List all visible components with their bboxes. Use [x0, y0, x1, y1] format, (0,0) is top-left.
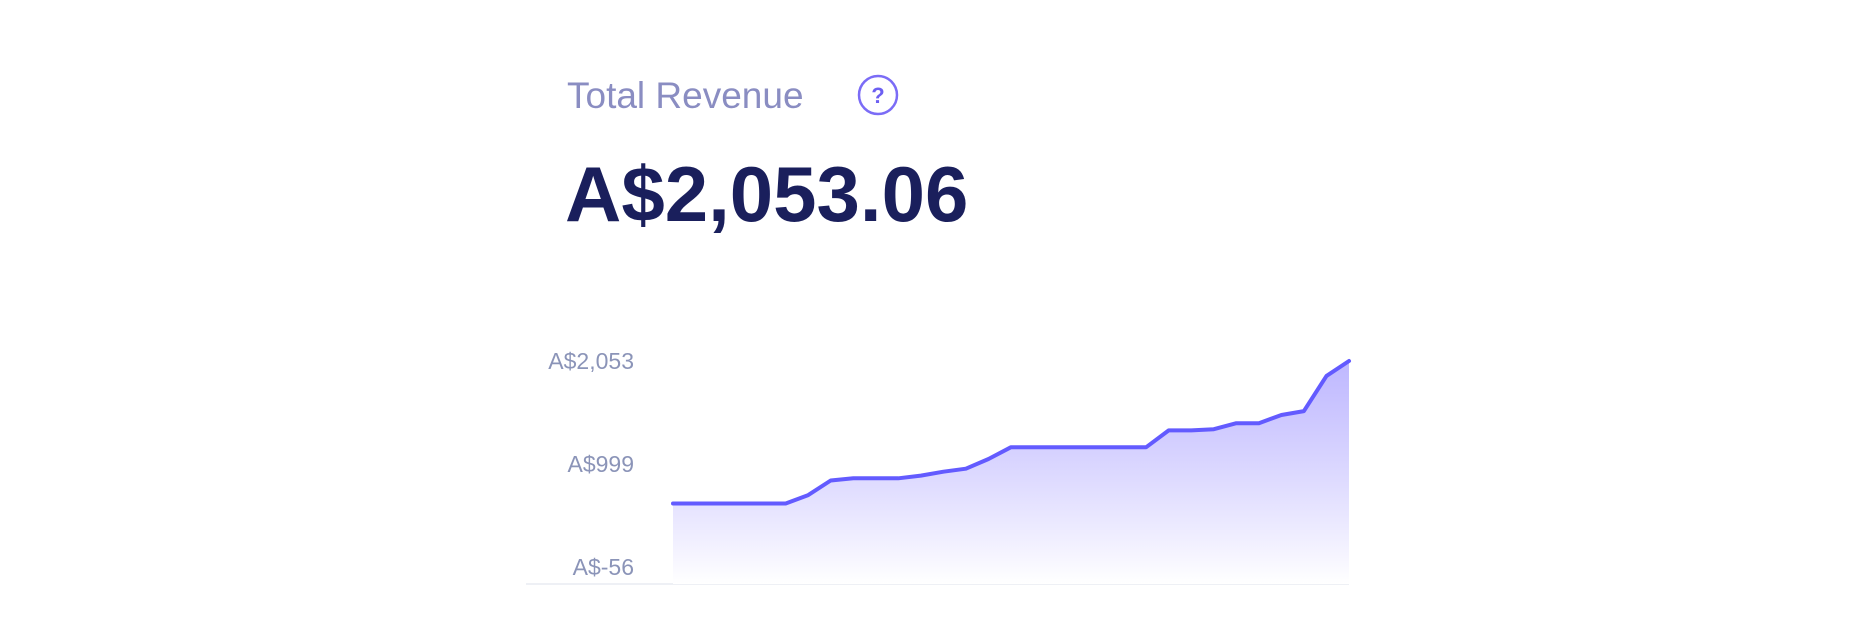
revenue-line [671, 359, 1351, 506]
help-icon: ? [871, 83, 884, 108]
y-tick-label: A$999 [567, 451, 634, 477]
y-tick-label: A$-56 [573, 554, 634, 580]
help-button[interactable]: ? [857, 74, 899, 116]
y-tick-label: A$2,053 [548, 348, 634, 374]
help-icon-ring [857, 74, 899, 116]
card-title: Total Revenue [567, 75, 804, 116]
area-fill [673, 361, 1349, 584]
headline-value: A$2,053.06 [565, 150, 968, 238]
